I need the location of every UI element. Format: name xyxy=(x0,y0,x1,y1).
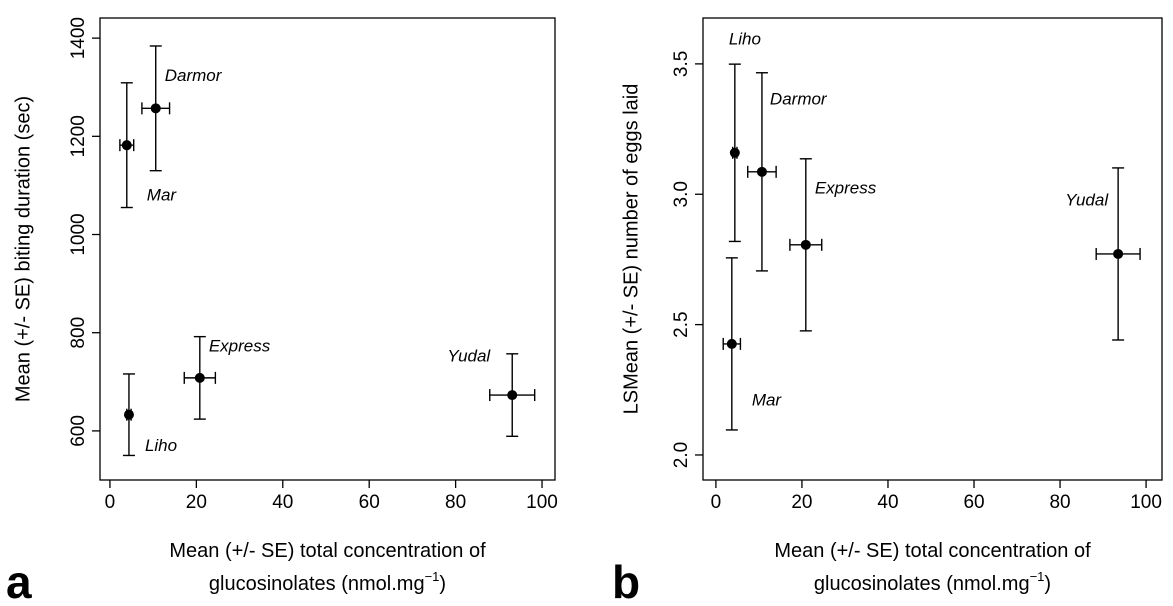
x-axis-label: Mean (+/- SE) total concentration of xyxy=(169,540,486,562)
x-tick-label: 100 xyxy=(1130,492,1162,513)
x-axis-label-end: ) xyxy=(439,573,446,595)
x-tick-label: 40 xyxy=(877,492,898,513)
x-axis-label-sup: −1 xyxy=(425,569,440,584)
y-tick-label: 800 xyxy=(68,317,89,349)
point-label: Darmor xyxy=(165,66,223,85)
x-axis-label: glucosinolates (nmol.mg−1) xyxy=(814,569,1051,595)
panel-label: a xyxy=(6,556,32,606)
y-tick-label: 3.5 xyxy=(671,51,692,77)
point xyxy=(507,390,518,401)
x-axis-label-text: glucosinolates (nmol.mg xyxy=(209,573,425,595)
point-label: Mar xyxy=(147,186,178,205)
point xyxy=(194,372,205,383)
point-label: Express xyxy=(209,336,271,355)
point-label: Mar xyxy=(752,390,783,409)
point xyxy=(726,338,737,349)
y-tick-label: 1200 xyxy=(68,115,89,157)
point-label: Yudal xyxy=(1065,190,1109,209)
y-tick-label: 1000 xyxy=(68,213,89,255)
plot-box xyxy=(99,17,556,481)
point-label: Liho xyxy=(145,436,177,455)
y-axis-label: LSMean (+/- SE) number of eggs laid xyxy=(620,84,642,415)
point xyxy=(1113,248,1124,259)
y-tick-label: 3.0 xyxy=(671,181,692,207)
x-tick-label: 20 xyxy=(186,492,207,513)
x-tick-label: 20 xyxy=(791,492,812,513)
point xyxy=(150,103,161,114)
x-axis-label-text: glucosinolates (nmol.mg xyxy=(814,573,1030,595)
x-axis-label: glucosinolates (nmol.mg−1) xyxy=(209,569,446,595)
y-tick-label: 1400 xyxy=(68,17,89,59)
plot-box xyxy=(702,17,1163,481)
x-tick-label: 0 xyxy=(711,492,722,513)
point-label: Yudal xyxy=(447,347,491,366)
x-tick-label: 80 xyxy=(1049,492,1070,513)
point xyxy=(729,147,740,158)
y-tick-label: 2.5 xyxy=(671,311,692,337)
point xyxy=(756,166,767,177)
point-label: Liho xyxy=(729,29,761,48)
point xyxy=(800,239,811,250)
point xyxy=(121,140,132,151)
point-label: Darmor xyxy=(770,89,828,108)
y-tick-label: 2.0 xyxy=(671,442,692,468)
x-axis-label: Mean (+/- SE) total concentration of xyxy=(774,540,1091,562)
y-tick-label: 600 xyxy=(68,415,89,447)
x-axis-label-sup: −1 xyxy=(1030,569,1045,584)
x-tick-label: 100 xyxy=(526,492,558,513)
panel-label: b xyxy=(612,556,640,606)
x-tick-label: 0 xyxy=(105,492,116,513)
x-tick-label: 60 xyxy=(359,492,380,513)
x-tick-label: 80 xyxy=(445,492,466,513)
point xyxy=(123,409,134,420)
x-axis-label-end: ) xyxy=(1044,573,1051,595)
point-label: Express xyxy=(815,178,877,197)
y-axis-label: Mean (+/- SE) biting duration (sec) xyxy=(12,96,34,402)
x-tick-label: 60 xyxy=(963,492,984,513)
x-tick-label: 40 xyxy=(272,492,293,513)
